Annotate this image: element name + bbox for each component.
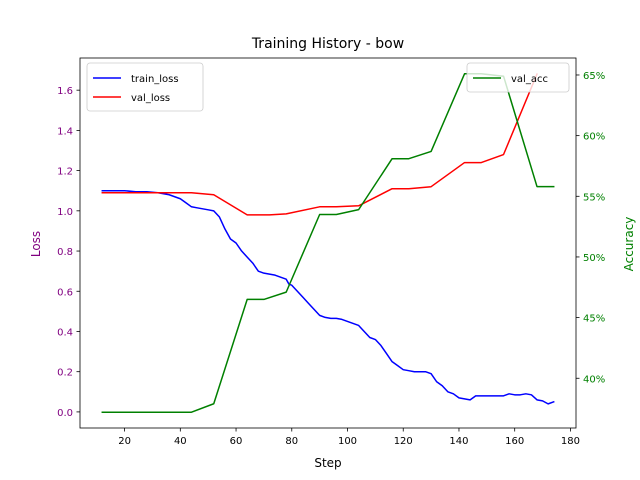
y-left-tick-label: 1.6	[57, 86, 73, 97]
y-right-tick-label: 45%	[583, 314, 605, 325]
axes-frame	[79, 57, 577, 429]
legend-box	[86, 62, 204, 112]
legend-label-val-acc: val_acc	[511, 74, 548, 85]
legend-label-val-loss: val_loss	[131, 93, 170, 104]
x-tick-label: 40	[174, 436, 187, 447]
y-left-tick-label: 0.6	[57, 287, 73, 298]
x-tick-label: 20	[118, 436, 131, 447]
series-line-val-loss	[101, 73, 538, 216]
chart-title: Training History - bow	[251, 36, 404, 52]
y-left-tick-label: 1.2	[57, 167, 73, 178]
y-axis-left-label: Loss	[29, 231, 43, 257]
y-left-tick-label: 1.4	[57, 126, 73, 137]
x-tick-label: 120	[394, 436, 413, 447]
legend-left: train_loss val_loss	[86, 62, 204, 112]
y-right-tick-label: 60%	[583, 132, 605, 143]
x-tick-label: 180	[561, 436, 580, 447]
y-right-tick-label: 40%	[583, 374, 605, 385]
y-left-tick-label: 0.2	[57, 368, 73, 379]
y-right-tick-label: 50%	[583, 253, 605, 264]
x-tick-label: 160	[505, 436, 524, 447]
y-right-tick-label: 65%	[583, 71, 605, 82]
y-left-tick-label: 0.8	[57, 247, 73, 258]
x-axis-label: Step	[314, 456, 341, 470]
legend-label-train-loss: train_loss	[131, 74, 179, 85]
x-tick-label: 100	[338, 436, 357, 447]
x-tick-label: 80	[285, 436, 298, 447]
axes: 20 40 60 80 100 120 140 160 180 0.0 0.2 0.4 0.6 0.8 1.…	[57, 57, 605, 447]
y-left-tick-label: 0.0	[57, 408, 73, 419]
x-tick-label: 140	[449, 436, 468, 447]
y-left-tick-label: 1.0	[57, 207, 73, 218]
y-right-tick-label: 55%	[583, 192, 605, 203]
series-line-train-loss	[101, 189, 555, 405]
legend-box	[466, 62, 570, 93]
x-tick-label: 60	[230, 436, 243, 447]
legend-right: val_acc	[466, 62, 570, 93]
y-left-tick-label: 0.4	[57, 327, 73, 338]
y-axis-right-label: Accuracy	[622, 217, 636, 272]
